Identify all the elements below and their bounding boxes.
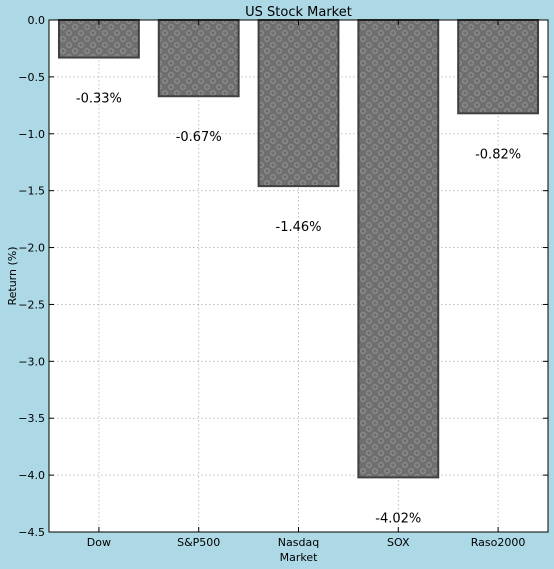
- y-tick-label: −4.0: [18, 469, 45, 482]
- bar-sox: [357, 19, 440, 479]
- y-tick-label: −3.0: [18, 355, 45, 368]
- bar-dow: [57, 19, 140, 59]
- x-tick-label: Raso2000: [471, 536, 526, 549]
- data-label: -4.02%: [375, 511, 421, 526]
- bar-nasdaq: [257, 19, 340, 188]
- bar-s-p500: [157, 19, 240, 98]
- y-tick-label: −2.0: [18, 242, 45, 255]
- x-tick-label: S&P500: [177, 536, 220, 549]
- x-axis-label: Market: [280, 551, 318, 564]
- data-label: -0.67%: [176, 130, 222, 145]
- x-tick-label: Dow: [87, 536, 111, 549]
- y-tick-label: −1.5: [18, 185, 45, 198]
- data-label: -0.82%: [475, 147, 521, 162]
- y-tick-label: −0.5: [18, 71, 45, 84]
- data-label: -1.46%: [276, 220, 322, 235]
- data-label: -0.33%: [76, 92, 122, 107]
- x-tick-label: Nasdaq: [278, 536, 319, 549]
- x-tick-label: SOX: [387, 536, 410, 549]
- ticks: 0.0 −0.5 −1.0 −1.5 −2.0 −2.5 −3.0 −3.5 −4.0 −4.5 D…: [18, 14, 548, 549]
- y-tick-label: −2.5: [18, 298, 45, 311]
- chart-title: US Stock Market: [245, 5, 352, 20]
- y-tick-label: −1.0: [18, 128, 45, 141]
- y-axis-label: Return (%): [6, 246, 19, 305]
- y-tick-label: −4.5: [18, 526, 45, 539]
- bars: [57, 19, 540, 479]
- bar-raso2000: [457, 19, 540, 115]
- y-tick-label: 0.0: [28, 14, 46, 27]
- data-labels: -0.33% -0.67% -1.46% -4.02% -0.82%: [76, 92, 521, 527]
- y-tick-label: −3.5: [18, 412, 45, 425]
